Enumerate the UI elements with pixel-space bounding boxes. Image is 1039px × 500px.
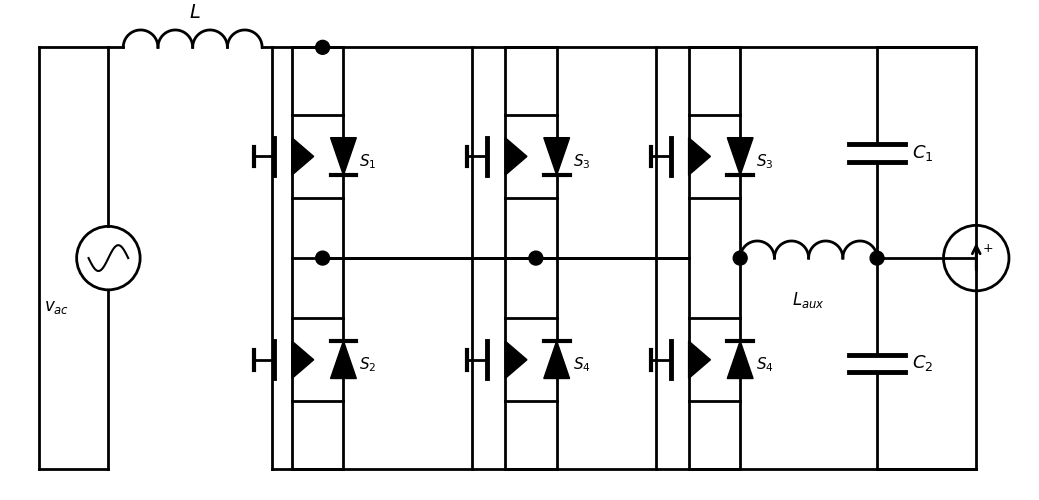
Text: $S_4$: $S_4$ xyxy=(756,356,774,374)
Polygon shape xyxy=(689,138,711,175)
Text: $S_1$: $S_1$ xyxy=(359,152,377,171)
Text: $C_2$: $C_2$ xyxy=(912,354,933,374)
Text: $L_{aux}$: $L_{aux}$ xyxy=(793,290,825,310)
Polygon shape xyxy=(330,341,356,378)
Text: +: + xyxy=(982,242,993,255)
Text: $L$: $L$ xyxy=(189,4,201,22)
Polygon shape xyxy=(505,341,527,378)
Text: $v_{ac}$: $v_{ac}$ xyxy=(45,299,70,316)
Text: $S_3$: $S_3$ xyxy=(756,152,774,171)
Polygon shape xyxy=(727,138,753,175)
Circle shape xyxy=(870,251,884,265)
Polygon shape xyxy=(543,138,569,175)
Polygon shape xyxy=(330,138,356,175)
Text: $C_1$: $C_1$ xyxy=(912,142,933,163)
Polygon shape xyxy=(505,138,527,175)
Text: $S_3$: $S_3$ xyxy=(572,152,590,171)
Circle shape xyxy=(316,40,329,54)
Circle shape xyxy=(316,251,329,265)
Polygon shape xyxy=(292,341,314,378)
Polygon shape xyxy=(727,341,753,378)
Circle shape xyxy=(529,251,542,265)
Polygon shape xyxy=(689,341,711,378)
Text: $S_2$: $S_2$ xyxy=(359,356,377,374)
Polygon shape xyxy=(543,341,569,378)
Circle shape xyxy=(734,251,747,265)
Polygon shape xyxy=(292,138,314,175)
Text: $S_4$: $S_4$ xyxy=(572,356,590,374)
